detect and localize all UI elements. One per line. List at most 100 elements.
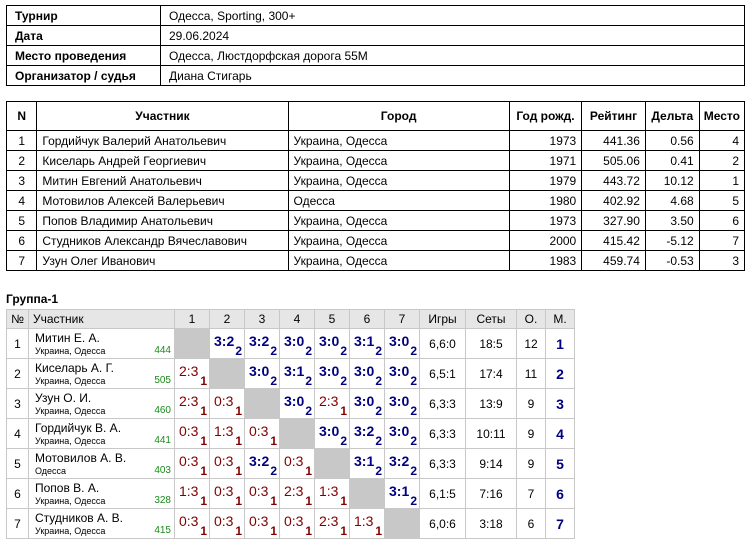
match-points: 1	[235, 464, 242, 478]
group-col-7: 7	[384, 309, 420, 329]
group-points: 9	[516, 418, 546, 449]
participant-place: 1	[698, 170, 746, 191]
group-participant-name: Гордийчук В. А.	[35, 421, 122, 435]
group-sets: 7:16	[465, 478, 517, 509]
group-participant-cell: Мотовилов А. В. Одесса 403	[28, 448, 175, 479]
group-row: 5 Мотовилов А. В. Одесса 403 0:3 1 0:3 1 3:2 2 0:3…	[6, 448, 575, 479]
group-place: 6	[545, 478, 575, 509]
group-participant-rating: 328	[154, 495, 171, 506]
match-score: 3:0	[354, 363, 375, 379]
match-points: 2	[235, 344, 242, 358]
participant-number: 2	[5, 150, 38, 171]
match-points: 2	[410, 404, 417, 418]
participant-rating: 327.90	[581, 210, 646, 231]
participant-city: Украина, Одесса	[287, 170, 510, 191]
group-col-6: 6	[349, 309, 385, 329]
match-points: 2	[410, 464, 417, 478]
group-row-num: 5	[6, 448, 29, 479]
group-col-2: 2	[209, 309, 245, 329]
group-participant-cell: Попов В. А. Украина, Одесса 328	[28, 478, 175, 509]
match-points: 2	[375, 344, 382, 358]
match-points: 2	[305, 404, 312, 418]
match-result-cell: 3:0 2	[349, 388, 385, 419]
group-results-grid: № Участник 1 2 3 4 5 6 7 Игры Сеты О. М.…	[6, 309, 575, 539]
group-participant-rating: 444	[154, 345, 171, 356]
col-header-rating: Рейтинг	[581, 101, 646, 131]
group-participant-cell: Гордийчук В. А. Украина, Одесса 441	[28, 418, 175, 449]
match-result-cell: 3:0 2	[384, 388, 420, 419]
match-result-cell: 3:2 2	[244, 328, 280, 359]
group-participant-rating: 415	[154, 525, 171, 536]
participant-rating: 459.74	[581, 250, 646, 271]
match-result-cell: 0:3 1	[174, 448, 210, 479]
match-score: 3:2	[354, 423, 375, 439]
match-score: 0:3	[214, 483, 234, 499]
match-score: 0:3	[179, 453, 199, 469]
participant-delta: -0.53	[644, 250, 700, 271]
match-result-cell: 3:0 2	[314, 418, 350, 449]
group-participant-name: Студников А. В.	[35, 511, 124, 525]
match-points: 1	[270, 494, 277, 508]
group-participant-cell: Митин Е. А. Украина, Одесса 444	[28, 328, 175, 359]
match-score: 3:0	[389, 333, 410, 349]
match-points: 1	[200, 434, 207, 448]
participant-name: Студников Александр Вячеславович	[36, 230, 289, 251]
participant-name: Узун Олег Иванович	[36, 250, 289, 271]
group-row-num: 2	[6, 358, 29, 389]
match-result-cell: 1:3 1	[314, 478, 350, 509]
match-points: 1	[200, 494, 207, 508]
group-participant-city: Украина, Одесса	[35, 436, 106, 446]
col-header-place: Место	[698, 101, 746, 131]
match-points: 1	[305, 524, 312, 538]
info-label: Место проведения	[6, 45, 161, 66]
match-points: 1	[340, 524, 347, 538]
match-score: 0:3	[284, 453, 304, 469]
match-result-cell: 2:3 1	[174, 388, 210, 419]
col-header-delta: Дельта	[644, 101, 700, 131]
match-points: 1	[235, 524, 242, 538]
match-result-cell: 3:2 2	[349, 418, 385, 449]
self-match-cell	[349, 478, 385, 509]
match-result-cell: 3:1 2	[279, 358, 315, 389]
group-row: 7 Студников А. В. Украина, Одесса 415 0:3 1 0:…	[6, 508, 575, 539]
match-result-cell: 0:3 1	[209, 388, 245, 419]
group-participant-name: Попов В. А.	[35, 481, 100, 495]
match-score: 3:0	[284, 393, 305, 409]
group-place: 4	[545, 418, 575, 449]
group-row: 2 Киселарь А. Г. Украина, Одесса 505 2:3 1 3:0…	[6, 358, 575, 389]
match-points: 2	[270, 374, 277, 388]
match-result-cell: 3:1 2	[349, 328, 385, 359]
group-row: 4 Гордийчук В. А. Украина, Одесса 441 0:3 1 1:…	[6, 418, 575, 449]
self-match-cell	[244, 388, 280, 419]
group-participant-cell: Студников А. В. Украина, Одесса 415	[28, 508, 175, 539]
group-participant-rating: 505	[154, 375, 171, 386]
participant-number: 6	[5, 230, 38, 251]
col-header-birth-year: Год рожд.	[508, 101, 583, 131]
participant-place: 6	[698, 210, 746, 231]
info-value: Одесса, Люстдорфская дорога 55М	[160, 45, 745, 66]
match-result-cell: 0:3 1	[174, 508, 210, 539]
group-row-num: 3	[6, 388, 29, 419]
match-score: 3:0	[354, 393, 375, 409]
match-score: 3:0	[389, 423, 410, 439]
match-points: 2	[270, 344, 277, 358]
participant-delta: 0.41	[644, 150, 700, 171]
group-col-participant: Участник	[28, 309, 175, 329]
participant-birth-year: 1980	[508, 190, 583, 211]
participant-name: Митин Евгений Анатольевич	[36, 170, 289, 191]
match-score: 3:0	[319, 363, 340, 379]
participant-rating: 505.06	[581, 150, 646, 171]
match-score: 0:3	[179, 513, 199, 529]
match-score: 0:3	[284, 513, 304, 529]
match-score: 3:2	[249, 453, 270, 469]
participant-birth-year: 1973	[508, 130, 583, 151]
match-score: 3:2	[214, 333, 235, 349]
participant-birth-year: 1979	[508, 170, 583, 191]
group-row-num: 4	[6, 418, 29, 449]
group-place: 2	[545, 358, 575, 389]
group-col-4: 4	[279, 309, 315, 329]
group-participant-city: Украина, Одесса	[35, 406, 106, 416]
match-result-cell: 3:1 2	[349, 448, 385, 479]
group-games: 6,3:3	[419, 448, 466, 479]
participant-name: Попов Владимир Анатольевич	[36, 210, 289, 231]
